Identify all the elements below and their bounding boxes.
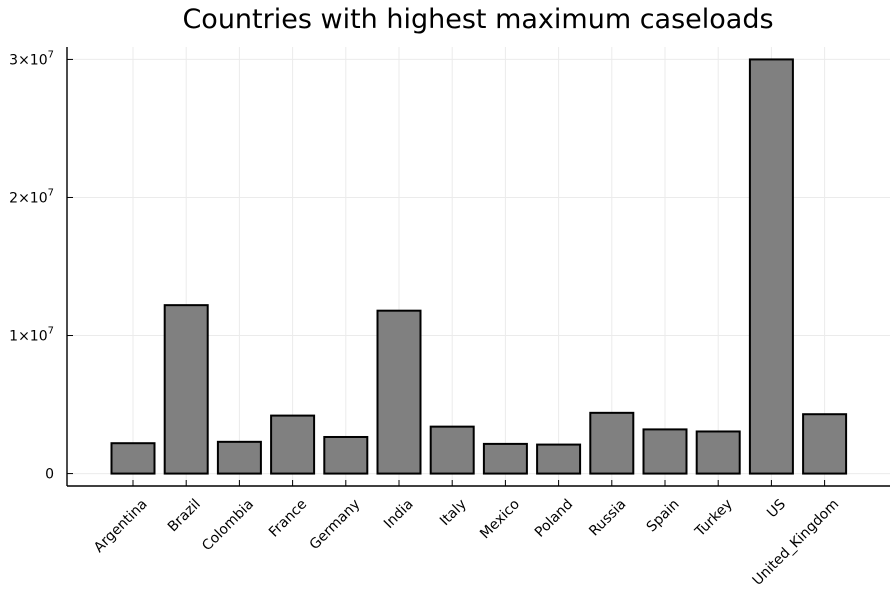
bars bbox=[110, 58, 848, 475]
bar-turkey bbox=[695, 430, 741, 475]
x-tick-label: Russia bbox=[586, 496, 629, 539]
bar-colombia bbox=[216, 440, 262, 475]
bar-us bbox=[748, 58, 794, 475]
y-tick-label: 3×107 bbox=[9, 49, 54, 68]
y-tick-label: 2×107 bbox=[9, 187, 54, 206]
bar-poland bbox=[536, 443, 582, 475]
bar-brazil bbox=[163, 304, 209, 475]
bar-france bbox=[270, 414, 316, 475]
chart-title: Countries with highest maximum caseloads bbox=[182, 4, 773, 35]
x-tick-label: Colombia bbox=[199, 496, 257, 554]
x-tick-label: India bbox=[381, 496, 417, 532]
x-tick-label: Argentina bbox=[91, 496, 151, 556]
x-tick-label: Italy bbox=[437, 496, 470, 529]
bar-germany bbox=[323, 435, 369, 475]
x-tick-label: Turkey bbox=[692, 496, 736, 540]
x-tick-label: Germany bbox=[307, 496, 364, 553]
y-tick-label: 0 bbox=[45, 467, 54, 483]
x-tick-label: Poland bbox=[532, 496, 576, 540]
x-tick-label: Spain bbox=[644, 496, 683, 535]
x-tick-label: Brazil bbox=[165, 496, 204, 535]
bar-mexico bbox=[482, 442, 528, 475]
y-axis-ticks: 0 1×107 2×107 3×107 bbox=[9, 49, 73, 483]
bar-spain bbox=[642, 428, 688, 475]
x-tick-label: Mexico bbox=[477, 496, 523, 542]
bar-united-kingdom bbox=[802, 413, 848, 475]
bar-russia bbox=[589, 411, 635, 475]
x-tick-label: US bbox=[764, 496, 789, 521]
x-tick-label: France bbox=[266, 496, 310, 540]
y-tick-label: 1×107 bbox=[9, 326, 54, 345]
bar-italy bbox=[429, 425, 475, 475]
bar-india bbox=[376, 309, 422, 475]
bar-argentina bbox=[110, 442, 156, 475]
